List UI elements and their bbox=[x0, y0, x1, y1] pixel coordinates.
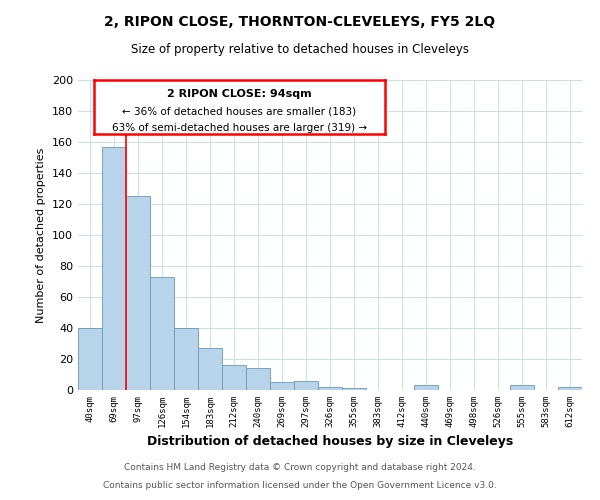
Bar bbox=[150, 277, 174, 390]
Bar bbox=[78, 328, 102, 390]
Bar bbox=[246, 368, 270, 390]
Y-axis label: Number of detached properties: Number of detached properties bbox=[37, 148, 46, 322]
Bar bbox=[294, 380, 318, 390]
Bar bbox=[510, 386, 534, 390]
Bar bbox=[318, 387, 342, 390]
Bar bbox=[414, 386, 438, 390]
Text: Size of property relative to detached houses in Cleveleys: Size of property relative to detached ho… bbox=[131, 42, 469, 56]
Bar bbox=[342, 388, 366, 390]
Text: 2, RIPON CLOSE, THORNTON-CLEVELEYS, FY5 2LQ: 2, RIPON CLOSE, THORNTON-CLEVELEYS, FY5 … bbox=[104, 15, 496, 29]
Bar bbox=[270, 382, 294, 390]
Bar bbox=[126, 196, 150, 390]
Bar bbox=[558, 387, 582, 390]
Text: Contains HM Land Registry data © Crown copyright and database right 2024.: Contains HM Land Registry data © Crown c… bbox=[124, 464, 476, 472]
Bar bbox=[222, 365, 246, 390]
Text: Contains public sector information licensed under the Open Government Licence v3: Contains public sector information licen… bbox=[103, 481, 497, 490]
Bar bbox=[102, 146, 126, 390]
Bar bbox=[174, 328, 198, 390]
X-axis label: Distribution of detached houses by size in Cleveleys: Distribution of detached houses by size … bbox=[147, 436, 513, 448]
Bar bbox=[198, 348, 222, 390]
